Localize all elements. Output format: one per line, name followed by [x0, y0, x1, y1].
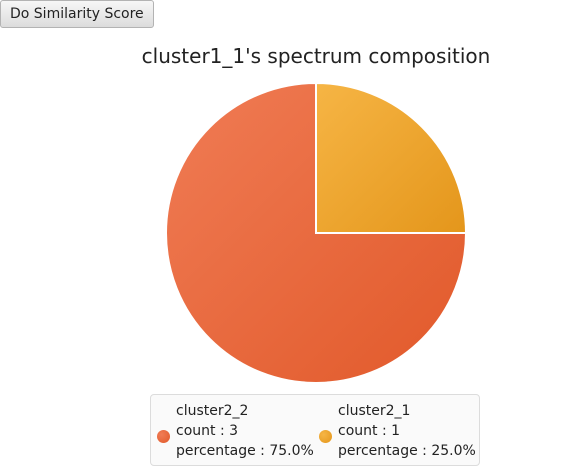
- chart-title: cluster1_1's spectrum composition: [141, 44, 491, 68]
- legend-series-name: cluster2_2: [176, 403, 249, 419]
- legend-count: count : 3: [176, 423, 239, 439]
- legend-percentage: percentage : 75.0%: [176, 443, 314, 459]
- pie-slice-cluster2-1: [315, 81, 468, 234]
- legend-series-name: cluster2_1: [338, 403, 411, 419]
- legend-item-cluster2-2: cluster2_2 count : 3 percentage : 75.0%: [151, 401, 314, 463]
- do-similarity-score-button[interactable]: Do Similarity Score: [0, 0, 154, 28]
- pie-slice-cluster2-2: [165, 81, 468, 384]
- legend-swatch-cluster2-1: [319, 430, 332, 443]
- legend-percentage: percentage : 25.0%: [338, 443, 476, 459]
- chart-legend: cluster2_2 count : 3 percentage : 75.0% …: [150, 394, 480, 466]
- legend-count: count : 1: [338, 423, 401, 439]
- legend-swatch-cluster2-2: [157, 430, 170, 443]
- legend-item-cluster2-1: cluster2_1 count : 1 percentage : 25.0%: [313, 401, 476, 463]
